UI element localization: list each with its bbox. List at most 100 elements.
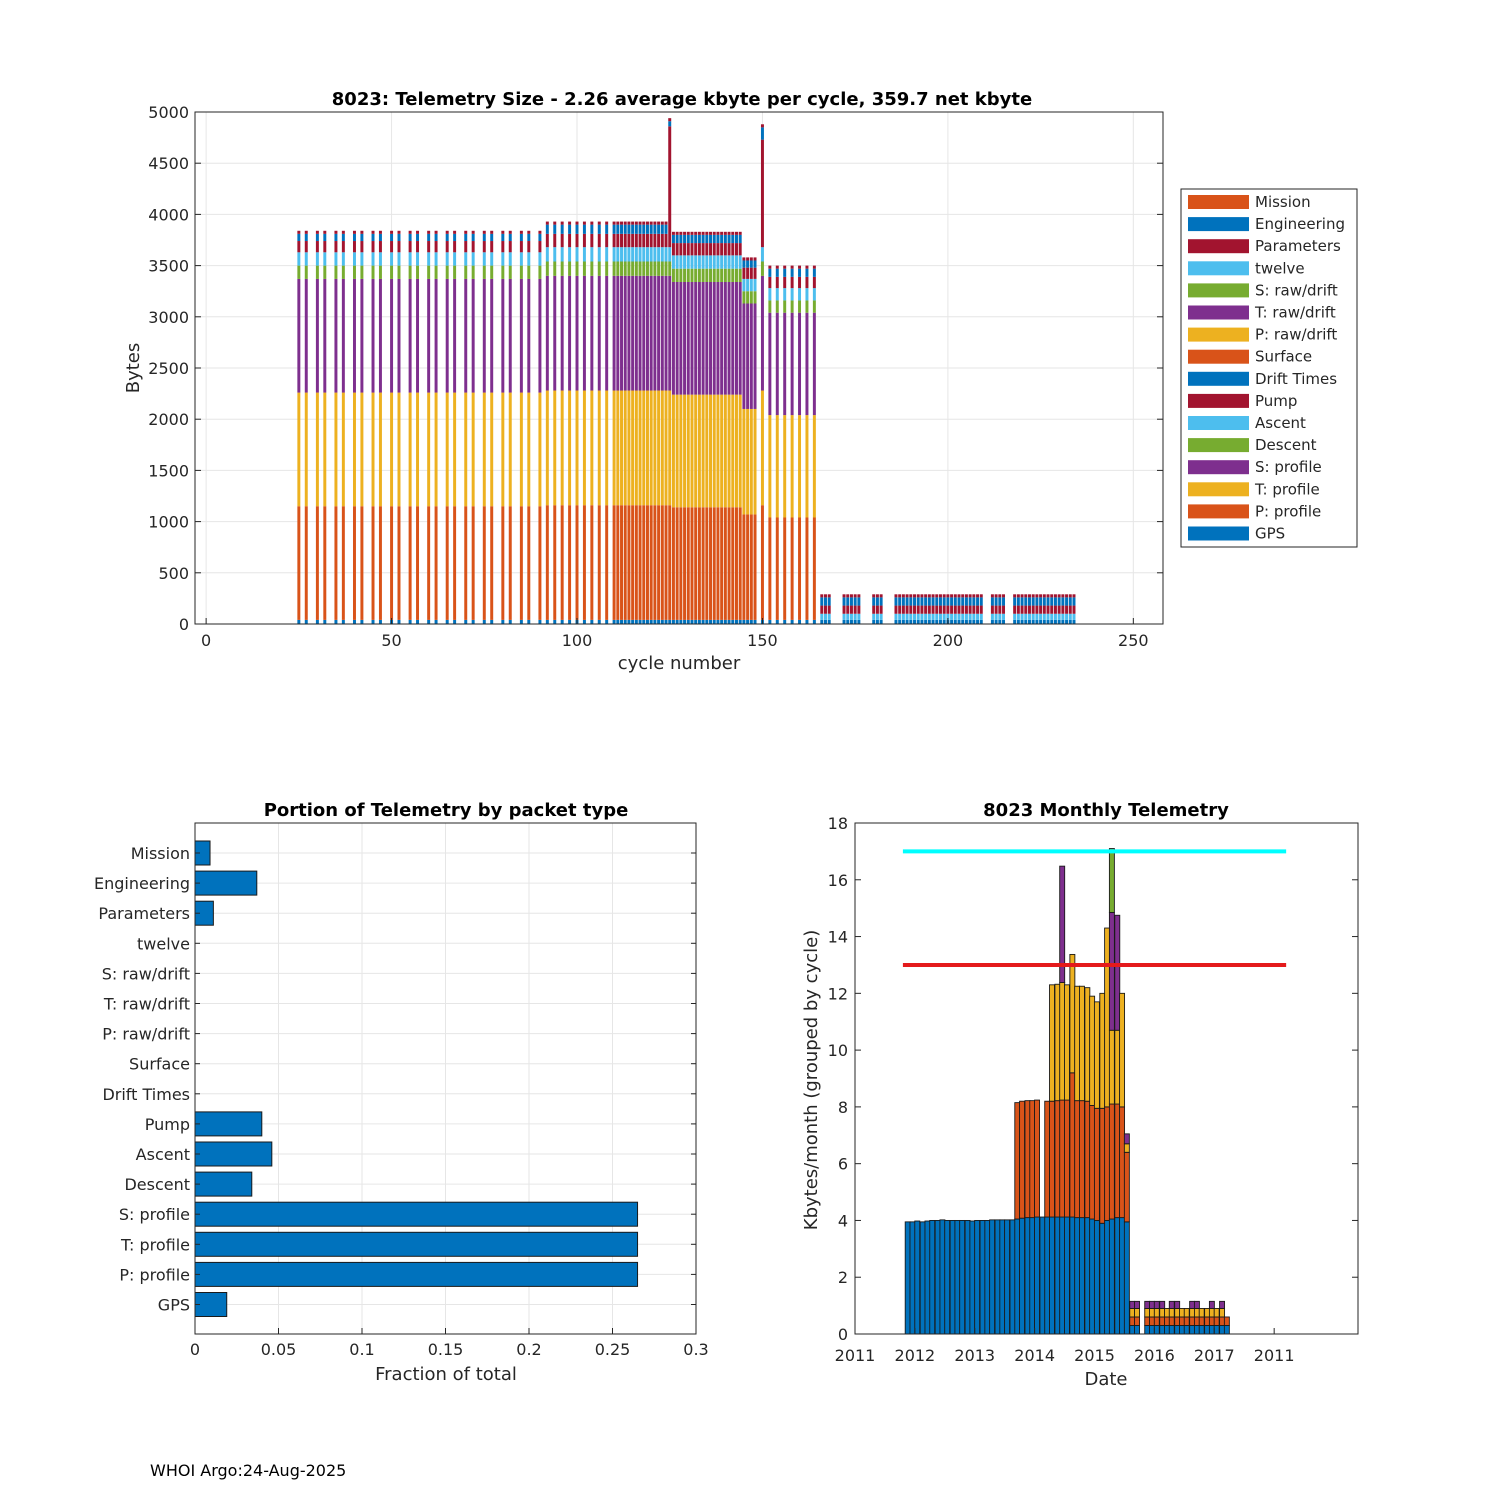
month-bar bbox=[929, 1219, 936, 1335]
bar-segment bbox=[798, 415, 802, 518]
bar-segment bbox=[668, 126, 672, 248]
bar-segment bbox=[964, 605, 968, 614]
cycle-bar bbox=[323, 230, 327, 624]
bar-segment bbox=[1108, 1029, 1115, 1105]
bar-segment bbox=[427, 506, 431, 620]
bar-segment bbox=[1046, 605, 1050, 614]
bar-segment bbox=[416, 241, 420, 253]
bar-segment bbox=[649, 505, 653, 620]
month-bar bbox=[1153, 1300, 1160, 1335]
bar-segment bbox=[901, 619, 905, 624]
bar-segment bbox=[612, 261, 616, 276]
bar-segment bbox=[1204, 1325, 1211, 1335]
bar-segment bbox=[749, 278, 753, 292]
bar-segment bbox=[1108, 911, 1115, 1031]
bar-segment bbox=[323, 619, 327, 624]
bar-segment bbox=[582, 261, 586, 276]
bar-segment bbox=[1034, 1099, 1040, 1218]
bar-segment bbox=[905, 597, 909, 606]
bar-segment bbox=[1129, 1325, 1136, 1335]
bar-segment bbox=[938, 613, 942, 620]
bar-segment bbox=[805, 415, 809, 518]
bar-segment bbox=[390, 506, 394, 620]
bar-segment bbox=[634, 221, 638, 225]
bar-segment bbox=[727, 234, 731, 244]
bar-segment bbox=[746, 278, 750, 292]
bar-segment bbox=[1159, 1307, 1166, 1318]
bar-segment bbox=[645, 233, 649, 248]
cycle-bar bbox=[690, 231, 694, 624]
month-bar bbox=[1014, 1102, 1021, 1335]
bar-segment bbox=[334, 619, 338, 624]
bar-segment bbox=[341, 230, 345, 234]
bar-segment bbox=[508, 252, 512, 266]
month-bar bbox=[1069, 953, 1076, 1335]
bar-segment bbox=[553, 619, 557, 624]
bar-segment bbox=[746, 267, 750, 279]
bar-segment bbox=[686, 255, 690, 269]
bar-segment bbox=[538, 392, 542, 507]
month-bar bbox=[904, 1221, 911, 1335]
bar-segment bbox=[1016, 594, 1020, 598]
bar-segment bbox=[731, 243, 735, 256]
bar-segment bbox=[1093, 1107, 1100, 1221]
cycle-bar bbox=[716, 231, 720, 624]
bar-segment bbox=[482, 230, 486, 234]
bar-segment bbox=[660, 224, 664, 234]
bar-segment bbox=[709, 281, 713, 395]
bar-segment bbox=[501, 265, 505, 279]
cycle-bar bbox=[597, 221, 601, 624]
bar-segment bbox=[690, 234, 694, 244]
bar-segment bbox=[315, 233, 319, 242]
bar-segment bbox=[671, 231, 675, 235]
bar-segment bbox=[679, 243, 683, 256]
bar-segment bbox=[490, 278, 494, 393]
bar-segment bbox=[1029, 1100, 1036, 1219]
bar-segment bbox=[916, 619, 920, 624]
bar-segment bbox=[660, 233, 664, 248]
bar-segment bbox=[705, 243, 709, 256]
bar-segment bbox=[686, 268, 690, 282]
bar-segment bbox=[519, 392, 523, 507]
bar-segment bbox=[1193, 1325, 1200, 1335]
bar-segment bbox=[735, 619, 738, 624]
y-tick-label: 1000 bbox=[148, 513, 189, 532]
bar-segment bbox=[694, 268, 698, 282]
cycle-bar bbox=[471, 230, 475, 624]
bar-segment bbox=[671, 507, 675, 620]
bar-segment bbox=[304, 252, 308, 266]
bar-segment bbox=[664, 619, 668, 624]
bar-segment bbox=[1002, 619, 1006, 624]
y-tick-label: 0 bbox=[838, 1325, 848, 1344]
month-bar bbox=[1084, 987, 1091, 1335]
bar-segment bbox=[1057, 597, 1061, 606]
bar-segment bbox=[304, 392, 308, 507]
bar-segment bbox=[686, 394, 690, 508]
bar-segment bbox=[709, 255, 713, 269]
bar-segment bbox=[545, 275, 549, 391]
y-tick-label: 4500 bbox=[148, 154, 189, 173]
bar-segment bbox=[712, 243, 716, 256]
bar-segment bbox=[964, 619, 968, 624]
bar-segment bbox=[1019, 1100, 1026, 1219]
bar-segment bbox=[642, 390, 646, 506]
y-tick-label: Descent bbox=[124, 1175, 190, 1194]
cycle-bar bbox=[942, 594, 946, 624]
bar-segment bbox=[879, 613, 883, 620]
bar-segment bbox=[464, 619, 468, 624]
x-tick-label: 0.2 bbox=[516, 1340, 541, 1359]
bar-segment bbox=[749, 619, 753, 624]
bar-segment bbox=[805, 619, 809, 624]
cycle-bar bbox=[527, 230, 531, 624]
bl-chart-title: Portion of Telemetry by packet type bbox=[264, 800, 629, 821]
bar-segment bbox=[360, 241, 364, 253]
bar-segment bbox=[1198, 1325, 1205, 1335]
bar-segment bbox=[568, 221, 572, 225]
bar-segment bbox=[408, 230, 412, 234]
bar-segment bbox=[334, 241, 338, 253]
bar-segment bbox=[1039, 597, 1043, 606]
cycle-bar bbox=[994, 594, 998, 624]
bar-segment bbox=[1208, 1316, 1215, 1326]
bar-segment bbox=[582, 247, 586, 262]
bar-segment bbox=[954, 1219, 961, 1335]
